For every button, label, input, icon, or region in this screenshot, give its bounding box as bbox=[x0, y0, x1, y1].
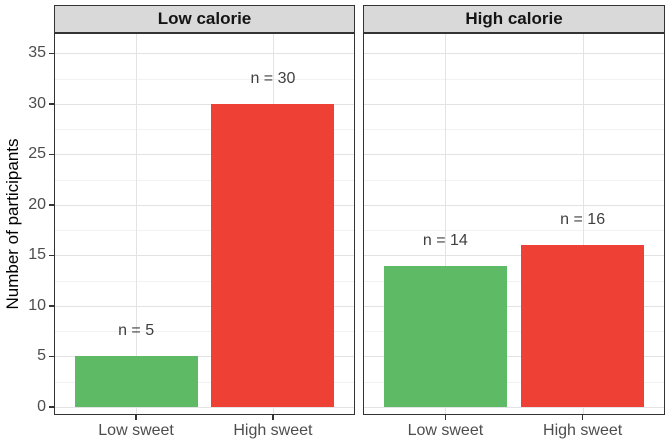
grid-minor-horizontal bbox=[55, 230, 354, 232]
grid-major-horizontal bbox=[364, 53, 664, 55]
bar-count-label: n = 30 bbox=[250, 69, 296, 87]
grid-major-horizontal bbox=[364, 103, 664, 105]
y-tick-label: 5 bbox=[37, 347, 46, 365]
grid-major-vertical bbox=[445, 34, 447, 414]
bar-high-calorie-high-sweet bbox=[520, 245, 645, 407]
grid-major-horizontal bbox=[55, 204, 354, 206]
grid-major-horizontal bbox=[364, 305, 664, 307]
grid-minor-horizontal bbox=[364, 129, 664, 131]
grid-minor-horizontal bbox=[364, 381, 664, 383]
grid-minor-horizontal bbox=[55, 129, 354, 131]
facet-strip-low-calorie: Low calorie bbox=[54, 4, 355, 33]
grid-major-horizontal bbox=[364, 204, 664, 206]
grid-major-horizontal bbox=[55, 407, 354, 408]
y-tick-mark bbox=[49, 204, 54, 206]
x-tick-mark bbox=[581, 415, 584, 420]
y-tick-label: 30 bbox=[28, 94, 46, 112]
grid-minor-horizontal bbox=[55, 179, 354, 181]
grid-major-horizontal bbox=[55, 53, 354, 55]
y-tick-label: 10 bbox=[28, 296, 46, 314]
y-tick-label: 35 bbox=[28, 44, 46, 62]
grid-major-horizontal bbox=[55, 103, 354, 105]
y-tick-mark bbox=[49, 305, 54, 307]
bar-low-calorie-high-sweet bbox=[211, 103, 335, 407]
grid-major-horizontal bbox=[55, 154, 354, 156]
y-tick-label: 0 bbox=[37, 398, 46, 415]
y-tick-label: 25 bbox=[28, 145, 46, 163]
grid-minor-horizontal bbox=[364, 331, 664, 333]
grid-major-horizontal bbox=[364, 154, 664, 156]
y-tick-mark bbox=[49, 355, 54, 358]
grid-minor-horizontal bbox=[364, 179, 664, 181]
bar-low-calorie-low-sweet bbox=[74, 356, 198, 407]
y-tick-label: 15 bbox=[28, 246, 46, 264]
y-tick-mark bbox=[49, 406, 54, 408]
y-tick-mark bbox=[49, 153, 54, 156]
facet-strip-high-calorie: High calorie bbox=[363, 4, 665, 33]
bar-high-calorie-low-sweet bbox=[383, 265, 508, 407]
grid-major-horizontal bbox=[55, 305, 354, 307]
grid-major-horizontal bbox=[364, 356, 664, 358]
grid-minor-horizontal bbox=[364, 230, 664, 232]
grid-minor-horizontal bbox=[364, 280, 664, 282]
grid-minor-horizontal bbox=[55, 78, 354, 80]
y-tick-mark bbox=[49, 254, 54, 257]
x-tick-label: Low sweet bbox=[98, 422, 174, 439]
grid-major-vertical bbox=[582, 34, 584, 414]
x-tick-label: High sweet bbox=[233, 422, 313, 439]
grid-minor-horizontal bbox=[55, 331, 354, 333]
grid-minor-horizontal bbox=[55, 381, 354, 383]
grid-minor-horizontal bbox=[55, 280, 354, 282]
x-tick-mark bbox=[135, 415, 137, 420]
y-tick-label: 20 bbox=[28, 195, 46, 213]
bar-count-label: n = 16 bbox=[560, 211, 606, 229]
grid-major-horizontal bbox=[55, 356, 354, 358]
grid-major-horizontal bbox=[364, 255, 664, 257]
x-tick-mark bbox=[272, 415, 274, 420]
bar-count-label: n = 5 bbox=[118, 322, 155, 340]
grid-major-vertical bbox=[136, 34, 138, 414]
x-tick-label: Low sweet bbox=[407, 422, 484, 439]
grid-minor-horizontal bbox=[364, 78, 664, 80]
y-tick-mark bbox=[49, 103, 54, 105]
x-tick-label: High sweet bbox=[543, 422, 623, 439]
grid-major-horizontal bbox=[364, 407, 664, 408]
bar-count-label: n = 14 bbox=[422, 231, 468, 249]
y-tick-mark bbox=[49, 52, 54, 55]
grid-major-horizontal bbox=[55, 255, 354, 257]
x-tick-mark bbox=[444, 415, 447, 420]
